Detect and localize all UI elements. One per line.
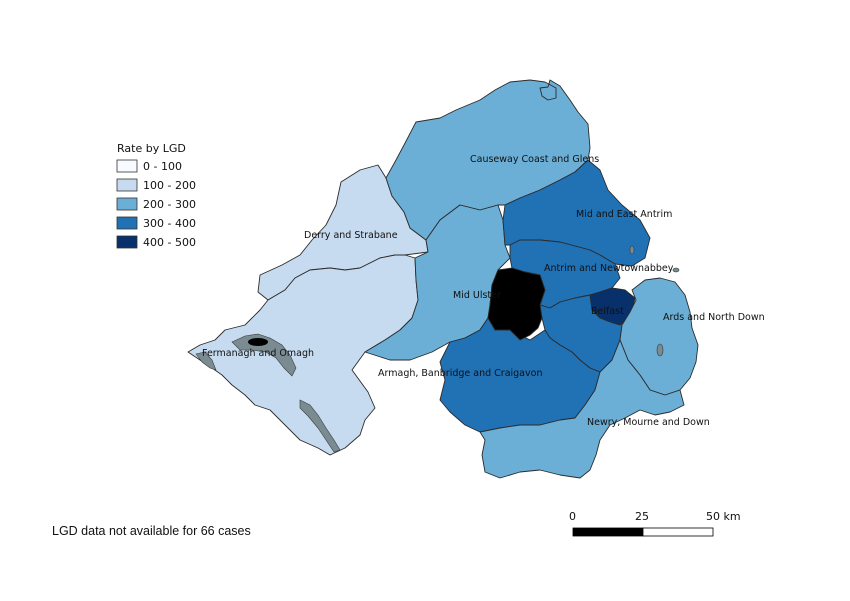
- region-newry-mourne-and-down: [479, 339, 685, 479]
- scale-bar: 0 25 50 km: [569, 510, 741, 537]
- scale-tick-25: 25: [635, 510, 649, 523]
- scale-bar-black-segment: [572, 527, 644, 537]
- label-fermanagh: Fermanagh and Omagh: [202, 348, 314, 359]
- legend-swatch: [116, 197, 138, 211]
- strangford-lough: [656, 343, 664, 357]
- legend-item: 200 - 300: [116, 197, 196, 211]
- region-ards-and-north-down: [619, 277, 699, 396]
- scale-tick-0: 0: [569, 510, 576, 523]
- label-belfast: Belfast: [591, 306, 624, 317]
- legend-swatch: [116, 159, 138, 173]
- lough-erne: [231, 333, 297, 377]
- label-derry: Derry and Strabane: [304, 230, 398, 241]
- larne-lough: [629, 245, 635, 255]
- label-midantrim: Mid and East Antrim: [576, 209, 672, 220]
- scale-bar-white-segment: [642, 527, 714, 537]
- label-causeway: Causeway Coast and Glens: [470, 154, 599, 165]
- scale-tick-50: 50 km: [706, 510, 741, 523]
- legend-swatch: [116, 235, 138, 249]
- legend-label: 200 - 300: [143, 198, 196, 211]
- data-availability-note: LGD data not available for 66 cases: [52, 524, 251, 538]
- legend: Rate by LGD 0 - 100 100 - 200 200 - 300 …: [116, 142, 196, 249]
- legend-label: 0 - 100: [143, 160, 182, 173]
- region-causeway-coast-and-glens: [385, 79, 591, 241]
- legend-title: Rate by LGD: [117, 142, 186, 155]
- label-ards: Ards and North Down: [663, 312, 765, 323]
- lough-neagh: [487, 267, 546, 341]
- legend-item: 300 - 400: [116, 216, 196, 230]
- legend-item: 0 - 100: [116, 159, 182, 173]
- label-newry: Newry, Mourne and Down: [587, 417, 710, 428]
- legend-item: 400 - 500: [116, 235, 196, 249]
- region-fermanagh-and-omagh: [187, 254, 419, 456]
- legend-label: 400 - 500: [143, 236, 196, 249]
- legend-swatch: [116, 216, 138, 230]
- label-armagh: Armagh, Banbridge and Craigavon: [378, 368, 542, 379]
- label-midulster: Mid Ulster: [453, 290, 501, 301]
- legend-label: 300 - 400: [143, 217, 196, 230]
- lough-erne-island: [248, 338, 268, 346]
- legend-label: 100 - 200: [143, 179, 196, 192]
- lough-erne-upper: [299, 399, 341, 453]
- lough-erne-lower: [195, 351, 217, 371]
- rathlin-island: [672, 267, 680, 273]
- label-antrimnewt: Antrim and Newtownabbey: [544, 263, 674, 274]
- legend-swatch: [116, 178, 138, 192]
- legend-item: 100 - 200: [116, 178, 196, 192]
